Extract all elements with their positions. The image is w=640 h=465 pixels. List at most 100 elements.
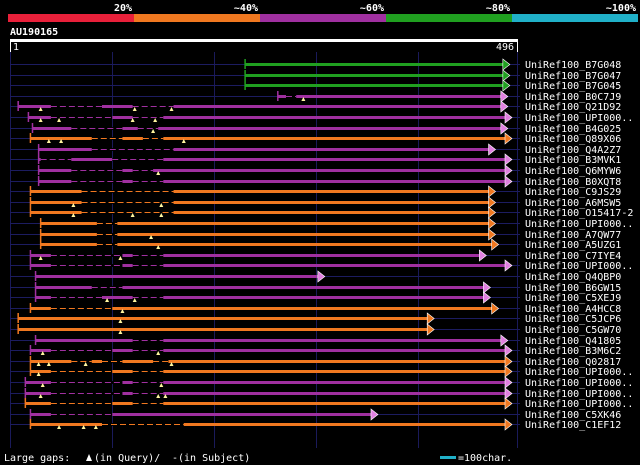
query-gap-marker	[156, 394, 161, 398]
scale-segment-label: ~60%	[360, 3, 384, 14]
hit-row[interactable]: UniRef100_B6GW15	[10, 281, 621, 294]
hit-row[interactable]: UniRef100_A5UZG1	[10, 238, 621, 251]
hit-row[interactable]: UniRef100_Q89X06	[10, 132, 621, 145]
hit-arrow-icon	[504, 397, 513, 410]
hit-row[interactable]: UniRef100_O15417-2	[10, 206, 633, 219]
hit-name[interactable]: UniRef100_C5JCP6	[525, 314, 621, 325]
scale-swatch	[440, 456, 456, 459]
hit-row[interactable]: UniRef100_Q6MYW6	[10, 164, 621, 177]
query-ruler: 1 496	[10, 39, 518, 53]
hit-row[interactable]: UniRef100_C5XK46	[10, 408, 621, 421]
hit-name[interactable]: UniRef100_UPI000..	[525, 219, 633, 230]
hit-arrow-icon	[502, 58, 511, 71]
hit-row[interactable]: UniRef100_B4G025	[10, 122, 621, 135]
hit-name[interactable]: UniRef100_B3MVK1	[525, 155, 621, 166]
hit-arrow-icon	[426, 312, 435, 325]
hit-row[interactable]: UniRef100_B0XQT8	[10, 175, 621, 188]
hit-row[interactable]: UniRef100_UPI000..	[10, 387, 633, 400]
subject-gap	[50, 296, 102, 299]
hit-name[interactable]: UniRef100_C5XEJ9	[525, 293, 621, 304]
hit-row[interactable]: UniRef100_C1EF12	[10, 418, 621, 431]
query-gap-marker	[118, 330, 123, 334]
hit-row[interactable]: UniRef100_Q21D92	[10, 100, 621, 113]
hit-row[interactable]: UniRef100_A7QW77	[10, 228, 621, 241]
query-gap-marker	[181, 139, 186, 143]
hit-row[interactable]: UniRef100_B7G047	[10, 69, 621, 82]
hit-row[interactable]: UniRef100_UPI000..	[10, 111, 633, 124]
hit-arrow-icon	[491, 238, 500, 251]
query-id: AU190165	[10, 27, 58, 38]
hit-name[interactable]: UniRef100_C5GW70	[525, 325, 621, 336]
query-gap-marker	[159, 383, 164, 387]
hit-row[interactable]: UniRef100_B3M6C2	[10, 344, 621, 357]
hit-row[interactable]: UniRef100_B3MVK1	[10, 153, 621, 166]
query-gap-marker	[156, 351, 161, 355]
hit-row[interactable]: UniRef100_B0C7J9	[10, 90, 621, 103]
query-gap-marker	[57, 118, 62, 122]
hit-row[interactable]: UniRef100_UPI000..	[10, 259, 633, 272]
hit-name[interactable]: UniRef100_B7G047	[525, 71, 621, 82]
hit-row[interactable]: UniRef100_A6MSW5	[10, 196, 621, 209]
query-gap-marker	[38, 107, 43, 111]
hit-row[interactable]: UniRef100_UPI000..	[10, 365, 633, 378]
hit-name[interactable]: UniRef100_Q6MYW6	[525, 166, 621, 177]
hit-name[interactable]: UniRef100_A5UZG1	[525, 240, 621, 251]
hit-row[interactable]: UniRef100_Q41805	[10, 334, 621, 347]
hit-name[interactable]: UniRef100_UPI000..	[525, 378, 633, 389]
hit-row[interactable]: UniRef100_UPI000..	[10, 376, 633, 389]
hit-name[interactable]: UniRef100_A7QW77	[525, 230, 621, 241]
hit-row[interactable]: UniRef100_C5XEJ9	[10, 291, 621, 304]
hit-row[interactable]: UniRef100_C7IYE4	[10, 249, 621, 262]
hit-name[interactable]: UniRef100_B4G025	[525, 124, 621, 135]
query-gap-marker	[118, 256, 123, 260]
hit-row[interactable]: UniRef100_UPI000..	[10, 397, 633, 410]
hit-row[interactable]: UniRef100_C9JS29	[10, 185, 621, 198]
hit-name[interactable]: UniRef100_C7IYE4	[525, 251, 621, 262]
hit-row[interactable]: UniRef100_UPI000..	[10, 217, 633, 230]
hit-name[interactable]: UniRef100_Q41805	[525, 336, 621, 347]
hit-arrow-icon	[317, 270, 326, 283]
hit-name[interactable]: UniRef100_UPI000..	[525, 389, 633, 400]
hit-row[interactable]: UniRef100_Q02817	[10, 355, 621, 368]
hit-name[interactable]: UniRef100_C5XK46	[525, 410, 621, 421]
hit-name[interactable]: UniRef100_UPI000..	[525, 367, 633, 378]
hit-name[interactable]: UniRef100_UPI000..	[525, 399, 633, 410]
hit-arrow-icon	[504, 418, 513, 431]
hit-name[interactable]: UniRef100_B0XQT8	[525, 177, 621, 188]
hit-bar	[25, 392, 506, 395]
hit-name[interactable]: UniRef100_Q4A2Z7	[525, 145, 621, 156]
hit-row[interactable]: UniRef100_Q4QBP0	[10, 270, 621, 283]
hit-bar	[277, 95, 502, 98]
query-gap-marker	[301, 97, 306, 101]
subject-gap	[132, 339, 164, 342]
hit-arrow-icon	[488, 196, 497, 209]
hit-name[interactable]: UniRef100_B7G045	[525, 81, 621, 92]
hit-name[interactable]: UniRef100_C9JS29	[525, 187, 621, 198]
hit-bar	[18, 317, 429, 320]
hit-name[interactable]: UniRef100_UPI000..	[525, 261, 633, 272]
hit-row[interactable]: UniRef100_B7G045	[10, 79, 621, 92]
hit-name[interactable]: UniRef100_B6GW15	[525, 283, 621, 294]
hit-name[interactable]: UniRef100_B7G048	[525, 60, 621, 71]
query-gap-marker	[130, 118, 135, 122]
hit-name[interactable]: UniRef100_O15417-2	[525, 208, 633, 219]
hit-name[interactable]: UniRef100_UPI000..	[525, 113, 633, 124]
hit-row[interactable]: UniRef100_C5GW70	[10, 323, 621, 336]
hit-arrow-icon	[370, 408, 379, 421]
hit-row[interactable]: UniRef100_B7G048	[10, 58, 621, 71]
hit-row[interactable]: UniRef100_Q4A2Z7	[10, 143, 621, 156]
hit-row[interactable]: UniRef100_A4HCC8	[10, 302, 621, 315]
hit-name[interactable]: UniRef100_Q4QBP0	[525, 272, 621, 283]
hit-name[interactable]: UniRef100_Q21D92	[525, 102, 621, 113]
hit-name[interactable]: UniRef100_B0C7J9	[525, 92, 621, 103]
query-gap-marker	[38, 394, 43, 398]
hit-row[interactable]: UniRef100_C5JCP6	[10, 312, 621, 325]
hit-name[interactable]: UniRef100_C1EF12	[525, 420, 621, 431]
hit-name[interactable]: UniRef100_Q02817	[525, 357, 621, 368]
hit-name[interactable]: UniRef100_B3M6C2	[525, 346, 621, 357]
hit-name[interactable]: UniRef100_A6MSW5	[525, 198, 621, 209]
query-gap-triangle-icon	[86, 454, 92, 461]
hit-name[interactable]: UniRef100_Q89X06	[525, 134, 621, 145]
hit-name[interactable]: UniRef100_A4HCC8	[525, 304, 621, 315]
